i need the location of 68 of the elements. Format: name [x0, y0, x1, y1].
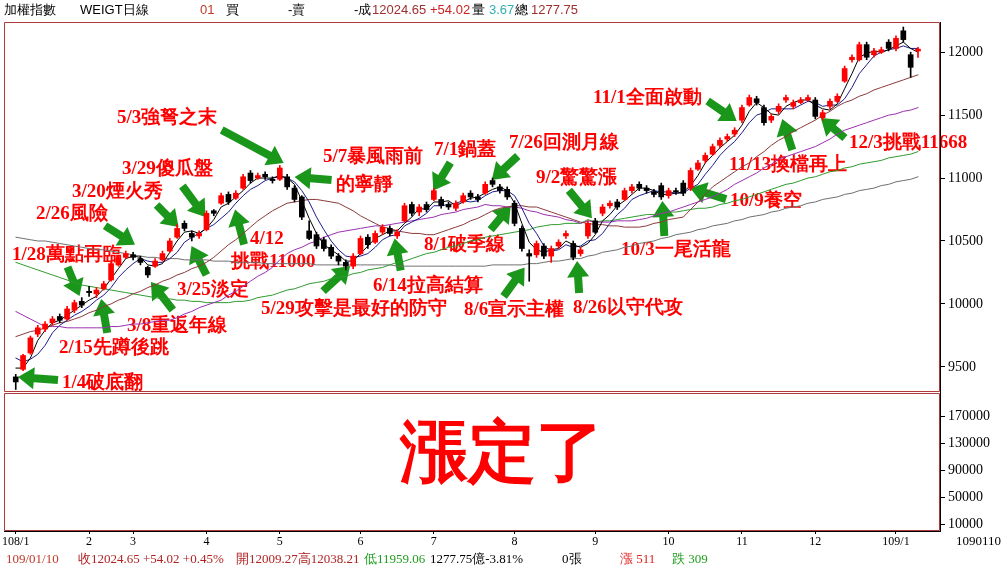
text: 總	[515, 2, 528, 18]
annotation: 10/3一尾活龍	[621, 238, 731, 259]
x-tick-label: 8	[511, 534, 518, 549]
y-tick-label: 9500	[948, 358, 976, 374]
y-tick-label: 170000	[948, 408, 990, 424]
annotation: 5/7暴風雨前	[323, 145, 424, 166]
annotation: 11/1全面啟動	[593, 86, 702, 107]
annotation: 2/15先蹲後跳	[59, 336, 169, 357]
chart-subtitle: WEIGT日線	[80, 2, 149, 18]
y-tick-label: 10000	[948, 295, 983, 311]
text: 01	[200, 2, 215, 18]
x-tick-label: 10	[662, 534, 675, 549]
annotation: 5/29攻擊是最好的防守	[261, 297, 447, 318]
candlestick	[526, 249, 533, 282]
annotation: 8/6宣示主權	[464, 298, 565, 319]
text: 1277.75	[531, 2, 578, 18]
y-tick-label: 12000	[948, 43, 983, 59]
text: -成	[354, 2, 372, 18]
x-tick-label: 7	[430, 534, 437, 549]
y-tick-label: 11500	[948, 106, 983, 122]
annotation: 10/9養空	[730, 189, 802, 210]
annotation: 11/13換檔再上	[729, 153, 848, 174]
y-tick-label: 10500	[948, 232, 983, 248]
annotation: 5/3強弩之末	[117, 106, 218, 127]
y-tick-label: 90000	[948, 462, 983, 478]
text: 買	[226, 2, 239, 18]
annotation: 漲定了	[400, 414, 604, 490]
annotation: 3/20煙火秀	[72, 180, 163, 201]
text: +54.02	[430, 2, 471, 18]
y-tick-label: 50000	[948, 489, 983, 505]
y-tick-label: 11000	[948, 169, 983, 185]
x-tick-label: 11	[736, 534, 748, 549]
x-tick-label: 108/1	[2, 534, 30, 549]
chart-title: 加權指數	[4, 2, 56, 18]
x-tick-label: 12	[809, 534, 822, 549]
x-tick-label: 4	[203, 534, 210, 549]
x-tick-label: 9	[592, 534, 599, 549]
text: 109/01/10	[6, 551, 59, 567]
annotation: 7/1鍋蓋	[434, 138, 497, 159]
annotation: 3/29傻瓜盤	[122, 157, 213, 178]
annotation: 8/26以守代攻	[573, 296, 683, 317]
annotation: 7/26回測月線	[509, 131, 619, 152]
text: 開12009.27高12038.21	[236, 551, 360, 567]
annotation: 的寧靜	[336, 173, 393, 194]
candlestick	[86, 285, 92, 297]
text: 1277.75億-3.81%	[430, 551, 524, 567]
x-tick-label: 3	[130, 534, 137, 549]
text: 3.67	[489, 2, 515, 18]
annotation: 4/12	[250, 227, 284, 248]
text: 跌 309	[672, 551, 708, 567]
y-tick-label: 130000	[948, 435, 990, 451]
text: 0張	[562, 551, 582, 567]
annotation: 9/2驚驚漲	[536, 166, 618, 187]
annotation: 1/4破底翻	[62, 371, 144, 392]
text: 漲 511	[620, 551, 656, 567]
text: -賣	[288, 2, 306, 18]
x-tick-label: 5	[276, 534, 283, 549]
text: 12024.65	[372, 2, 427, 18]
text: 1090110	[956, 533, 1002, 549]
annotation: 6/14拉高結算	[373, 274, 483, 295]
x-tick-label: 2	[86, 534, 93, 549]
y-tick-label: 10000	[948, 515, 983, 531]
x-tick-label: 109/1	[882, 534, 910, 549]
annotation: 2/26風險	[36, 202, 108, 223]
text: 收12024.65 +54.02 +0.45%	[78, 551, 224, 567]
x-tick-label: 6	[357, 534, 364, 549]
text: 量	[472, 2, 485, 18]
text: 低11959.06	[364, 551, 426, 567]
